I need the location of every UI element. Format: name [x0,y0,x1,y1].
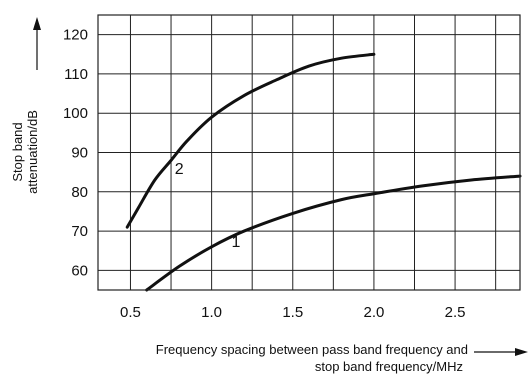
series-2-line [125,52,376,229]
y-tick-label: 90 [71,145,88,162]
y-tick-label: 100 [63,105,88,122]
axis-ticks: 0.5 1.0 1.5 2.0 2.5 60 70 80 90 100 110 120 [63,27,466,321]
y-tick-label: 80 [71,184,88,201]
plot-grid [98,15,520,290]
x-tick-label: 2.0 [363,304,384,321]
y-axis-arrow-head [33,17,41,30]
x-tick-label: 0.5 [120,304,141,321]
y-tick-label: 60 [71,262,88,279]
x-axis-arrow-head [515,348,528,356]
series-1-label: 1 [232,234,241,251]
plot-border [97,14,521,291]
x-tick-label: 1.0 [201,304,222,321]
series-2-label: 2 [175,161,184,178]
data-series [125,52,522,292]
axis-labels: Stop band attenuation/dB Frequency spaci… [10,110,468,374]
axis-arrows [33,17,528,356]
y-tick-label: 110 [64,66,88,83]
y-axis-label-line-2: attenuation/dB [25,110,40,194]
x-axis-label-line-2: stop band frequency/MHz [315,359,463,374]
y-axis-label-line-1: Stop band [10,122,25,181]
plot-frame [97,14,521,291]
y-tick-label: 120 [63,27,88,44]
x-tick-label: 2.5 [445,304,466,321]
x-axis-label-line-1: Frequency spacing between pass band freq… [156,342,468,357]
x-tick-label: 1.5 [282,304,303,321]
series-1-line [145,174,522,292]
y-tick-label: 70 [71,223,88,240]
series-annotations: 12 [175,161,241,251]
